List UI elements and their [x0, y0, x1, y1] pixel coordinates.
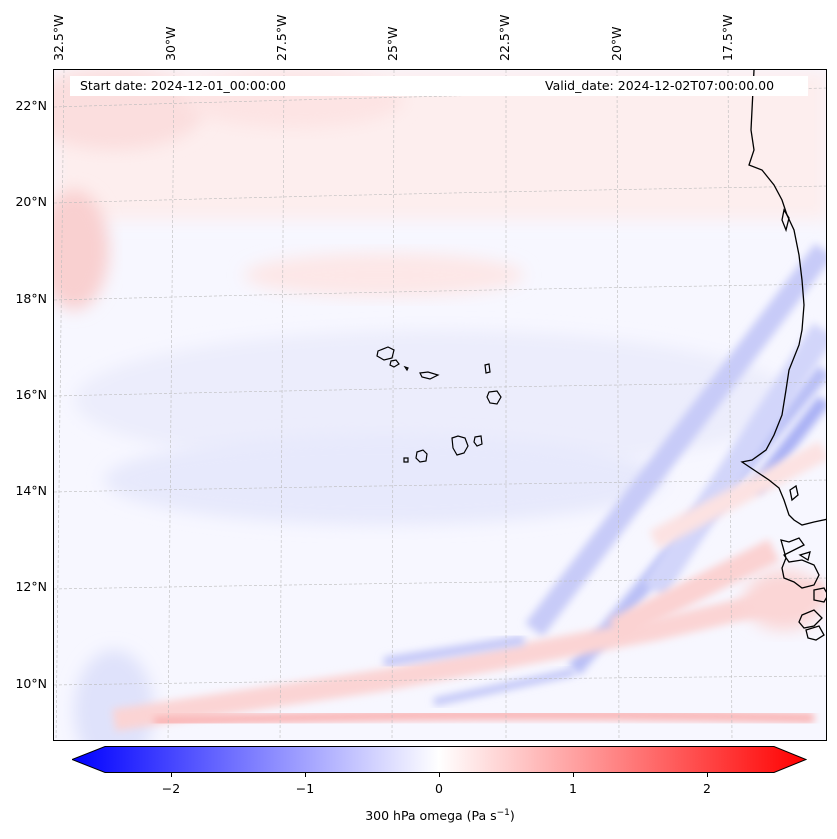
lon-tick: 25°W: [385, 26, 400, 61]
lat-tick: 18°N: [15, 291, 47, 306]
lat-tick: 12°N: [15, 579, 47, 594]
gridlines: [54, 70, 826, 740]
omega-field-map: [54, 70, 826, 740]
colorbar-tick-label: 0: [435, 781, 443, 796]
omega-shading: [54, 70, 826, 740]
lat-tick: 14°N: [15, 483, 47, 498]
lat-tick: 10°N: [15, 676, 47, 691]
lon-tick: 20°W: [609, 26, 624, 61]
lon-tick: 30°W: [163, 26, 178, 61]
colorbar-tick-label: −1: [295, 781, 315, 796]
header-band: [70, 76, 808, 96]
colorbar-label-end: ): [509, 808, 515, 824]
colorbar-tickmark: [573, 773, 574, 777]
lon-tick: 32.5°W: [51, 14, 66, 61]
lon-tick: 22.5°W: [497, 14, 512, 61]
map-panel: [53, 69, 827, 741]
colorbar-tickmark: [171, 773, 172, 777]
lat-tick: 16°N: [15, 387, 47, 402]
valid-date-label: Valid_date: 2024-12-02T07:00:00.00: [545, 78, 775, 93]
colorbar-tick-label: −2: [161, 781, 181, 796]
lat-tick: 22°N: [15, 98, 47, 113]
lon-tick: 27.5°W: [274, 14, 289, 61]
colorbar-tickmark: [439, 773, 440, 777]
colorbar-tick-label: 2: [703, 781, 711, 796]
colorbar-label-text: 300 hPa omega (Pa s: [365, 808, 497, 824]
cape-verde-islands: [376, 346, 502, 463]
lon-tick: 17.5°W: [720, 14, 735, 61]
colorbar-label: 300 hPa omega (Pa s−1): [0, 808, 837, 823]
start-date-label: Start date: 2024-12-01_00:00:00: [80, 78, 286, 93]
african-coastline: [740, 70, 826, 641]
colorbar-tickmark: [707, 773, 708, 777]
lat-tick: 20°N: [15, 194, 47, 209]
colorbar: [72, 746, 807, 773]
colorbar-tick-label: 1: [569, 781, 577, 796]
colorbar-tickmark: [305, 773, 306, 777]
colorbar-label-unit-exponent: −1: [496, 808, 510, 818]
